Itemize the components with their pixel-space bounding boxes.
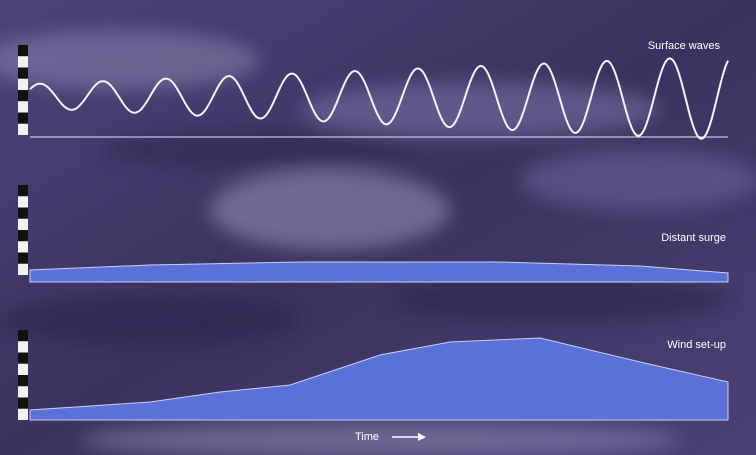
scale-segment (18, 253, 28, 264)
axis-label: Time (355, 431, 379, 443)
scale-segment (18, 79, 28, 90)
streak (100, 130, 420, 170)
streak (520, 150, 756, 210)
scale-segment (18, 90, 28, 101)
streak (0, 295, 300, 345)
illustration: Surface waves Distant surge Wind set-up … (0, 0, 756, 455)
scale-segment (18, 208, 28, 219)
scale-segment (18, 185, 28, 196)
panel-label: Distant surge (661, 232, 726, 244)
scale-segment (18, 341, 28, 352)
page: Surface waves Distant surge Wind set-up … (0, 0, 756, 455)
scale-segment (18, 124, 28, 135)
scale-segment (18, 219, 28, 230)
scale-bars (18, 45, 28, 420)
scale-segment (18, 113, 28, 124)
scale-segment (18, 330, 28, 341)
panel-label: Surface waves (648, 40, 721, 52)
scale-segment (18, 45, 28, 56)
scale-segment (18, 196, 28, 207)
scale-segment (18, 353, 28, 364)
scale-segment (18, 68, 28, 79)
scale-segment (18, 264, 28, 275)
streak (300, 82, 660, 138)
scale-segment (18, 56, 28, 67)
scale-segment (18, 398, 28, 409)
scale-segment (18, 409, 28, 420)
scale-segment (18, 386, 28, 397)
scale-segment (18, 101, 28, 112)
streak (390, 278, 730, 322)
scale-segment (18, 230, 28, 241)
panel-label: Wind set-up (667, 339, 726, 351)
scale-segment (18, 241, 28, 252)
streak (210, 170, 450, 250)
scale-segment (18, 375, 28, 386)
scale-segment (18, 364, 28, 375)
